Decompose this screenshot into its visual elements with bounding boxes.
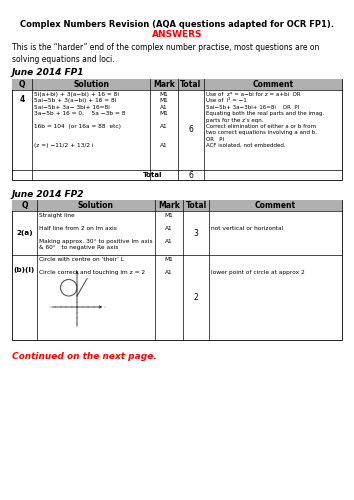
Bar [12, 200, 342, 340]
Text: This is the “harder” end of the complex number practise, most questions are on
s: This is the “harder” end of the complex … [12, 43, 319, 64]
Bar [12, 79, 342, 90]
Text: Complex Numbers Revision (AQA questions adapted for OCR FP1).: Complex Numbers Revision (AQA questions … [20, 20, 334, 29]
Text: June 2014 FP2: June 2014 FP2 [12, 190, 85, 199]
Text: 3: 3 [194, 228, 199, 237]
Text: Mark: Mark [158, 201, 180, 210]
Text: Total: Total [185, 201, 207, 210]
Text: lower point of circle at approx 2: lower point of circle at approx 2 [211, 257, 305, 275]
Text: ANSWERS: ANSWERS [152, 30, 202, 39]
Text: 6: 6 [189, 170, 193, 179]
Text: 6: 6 [189, 126, 193, 134]
Text: Use of  z* = a−bi for z = a+bi  OR
Use of  i² = −1
5ai−5b+ 3a−3bi+ 16=8i    OR  : Use of z* = a−bi for z = a+bi OR Use of … [206, 92, 324, 148]
Text: Comment: Comment [252, 80, 293, 89]
Text: June 2014 FP1: June 2014 FP1 [12, 68, 85, 77]
Text: Comment: Comment [255, 201, 296, 210]
Text: Q: Q [19, 80, 25, 89]
Text: (b)(i): (b)(i) [14, 267, 35, 273]
Text: Q: Q [21, 201, 28, 210]
Text: 2: 2 [194, 293, 198, 302]
Text: 4: 4 [19, 95, 25, 104]
Bar [12, 79, 342, 180]
Bar [12, 200, 342, 211]
Text: Straight line

Half line from 2 on Im axis

Making approx. 30° to positive Im ax: Straight line Half line from 2 on Im axi… [39, 213, 153, 250]
Text: 2(a): 2(a) [16, 230, 33, 236]
Text: Circle with centre on ‘their’ L

Circle correct and touching Im z = 2: Circle with centre on ‘their’ L Circle c… [39, 257, 145, 275]
Text: Solution: Solution [73, 80, 109, 89]
Text: M1

A1: M1 A1 [165, 257, 173, 275]
Text: Total: Total [181, 80, 202, 89]
Text: 5i(a+bi) + 3(a−bi) + 16 = 8i
5ai−5b + 3(a−bi) + 16 = 8i
5ai−5b+ 3a− 3bi+ 16=8i
3: 5i(a+bi) + 3(a−bi) + 16 = 8i 5ai−5b + 3(… [34, 92, 126, 148]
Text: Mark: Mark [153, 80, 175, 89]
Text: not vertical or horizontal: not vertical or horizontal [211, 213, 283, 231]
Text: M1
M1
A1
M1

A1


A1: M1 M1 A1 M1 A1 A1 [160, 92, 169, 148]
Text: M1

A1

A1: M1 A1 A1 [165, 213, 173, 244]
Text: Continued on the next page.: Continued on the next page. [12, 352, 157, 361]
Text: Solution: Solution [78, 201, 114, 210]
Text: Total: Total [143, 172, 162, 178]
